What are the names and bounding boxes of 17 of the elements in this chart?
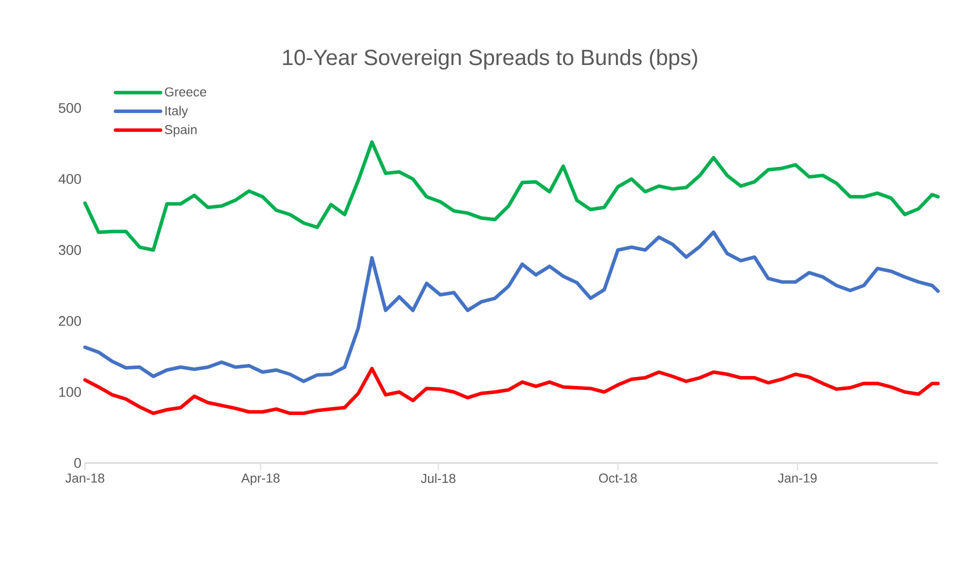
- line-series: [83, 140, 940, 252]
- y-tick-label: 200: [58, 316, 81, 326]
- y-tick-label: 0: [74, 458, 81, 468]
- chart-title: 10-Year Sovereign Spreads to Bunds (bps): [283, 49, 698, 70]
- x-tick-label: Apr-18: [241, 474, 280, 486]
- y-tick-label: 100: [59, 387, 81, 397]
- x-tick-label: Jan-19: [778, 474, 817, 483]
- y-tick-label: 500: [58, 103, 81, 113]
- legend-label: Greece: [164, 87, 206, 96]
- x-tick-label: Jan-18: [65, 474, 104, 483]
- x-tick-label: Oct-18: [599, 474, 637, 483]
- y-tick-label: 300: [58, 245, 81, 255]
- legend-label: Spain: [164, 124, 197, 137]
- legend-label: Italy: [165, 106, 188, 118]
- line-series: [83, 230, 940, 384]
- x-tick-label: Jul-18: [420, 474, 456, 484]
- y-tick-label: 400: [58, 174, 81, 184]
